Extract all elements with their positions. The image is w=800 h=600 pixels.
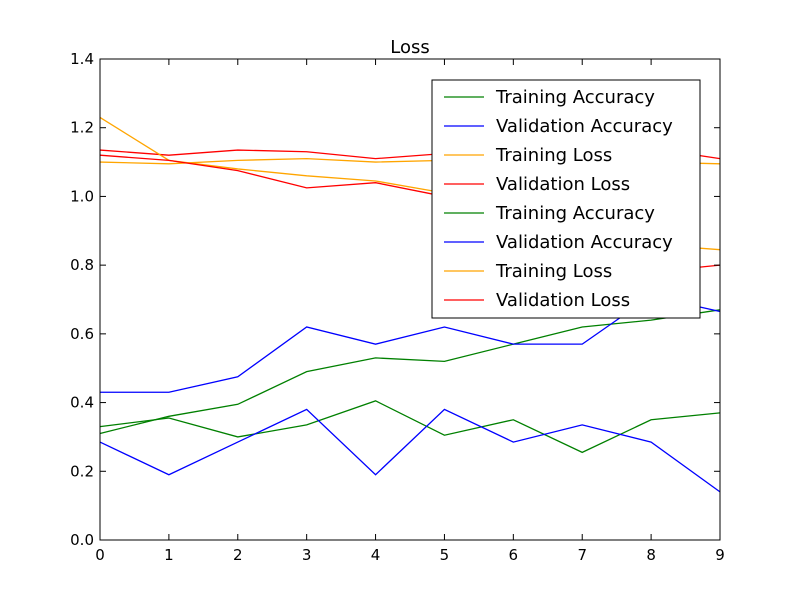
x-tick-label: 8 [646,546,656,564]
x-tick-label: 4 [371,546,381,564]
series-line-5 [99,400,721,454]
y-tick-label: 0.8 [70,256,94,274]
legend-box [431,79,701,319]
legend-label: Training Loss [495,145,612,166]
y-tick-label: 0.6 [70,325,94,343]
legend-label: Validation Loss [496,174,630,195]
x-tick-label: 9 [715,546,725,564]
y-tick-label: 0.4 [70,394,94,412]
x-tick-label: 3 [302,546,312,564]
series-line-6 [99,408,721,493]
y-tick-label: 0.2 [70,462,94,480]
y-tick-label: 1.2 [70,119,94,137]
axis-layer: 0 1 2 3 4 5 6 7 8 9 0.0 0.2 0.4 0.6 0.8 1.0 1.2 1.4 [70,50,725,564]
x-tick-label: 1 [164,546,174,564]
legend-label: Training Accuracy [495,87,655,108]
x-tick-label: 2 [233,546,243,564]
legend: Training Accuracy Validation Accuracy Trai… [431,79,701,319]
legend-label: Validation Accuracy [496,232,673,253]
legend-label: Validation Accuracy [496,116,673,137]
x-tick-label: 6 [509,546,519,564]
legend-label: Training Loss [495,261,612,282]
legend-label: Validation Loss [496,290,630,311]
x-tick-label: 7 [577,546,587,564]
x-tick-label: 5 [440,546,450,564]
chart-title: Loss [390,37,429,58]
legend-label: Training Accuracy [495,203,655,224]
series-layer [99,116,721,493]
plot-frame [99,58,721,541]
y-tick-label: 1.4 [70,50,94,68]
series-line-2 [100,295,721,393]
series-line-1 [99,309,721,435]
y-tick-label: 1.0 [70,187,94,205]
x-tick-label: 0 [95,546,105,564]
y-tick-label: 0.0 [70,531,94,549]
